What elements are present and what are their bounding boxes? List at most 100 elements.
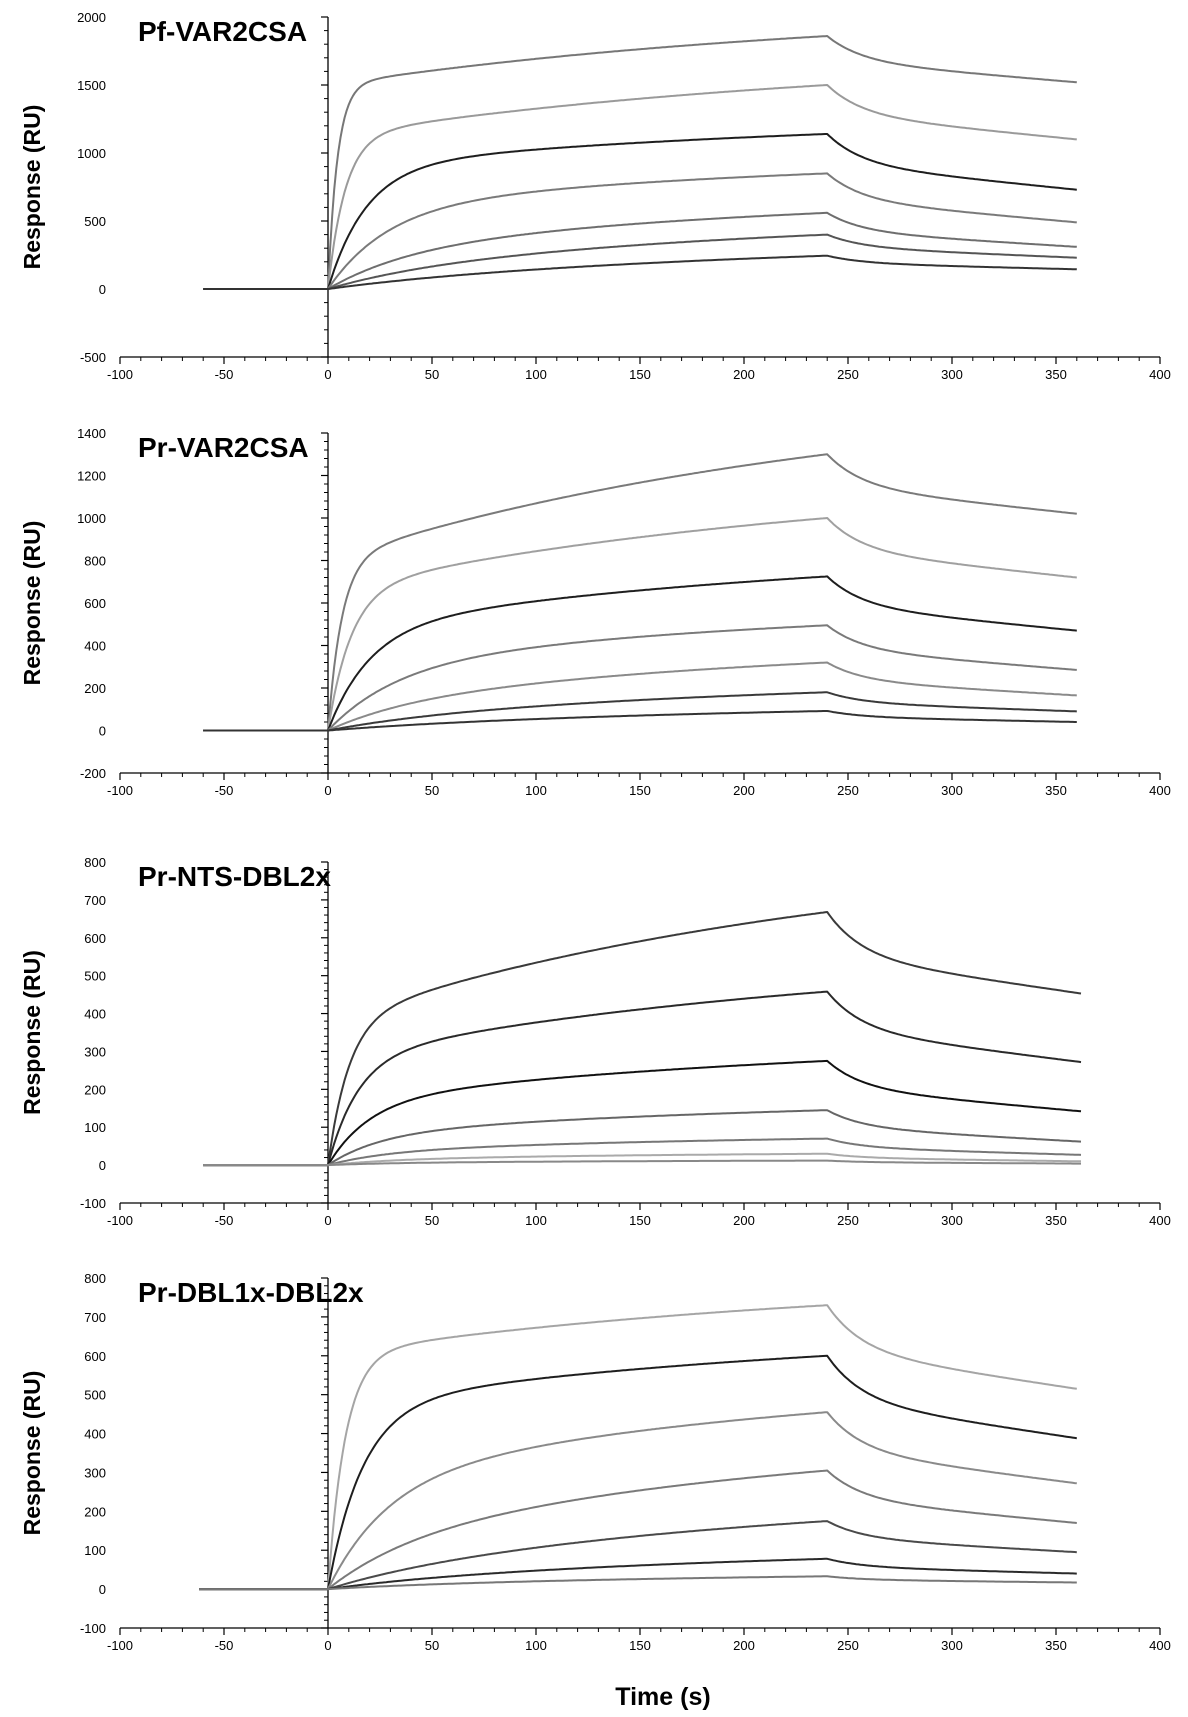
- series-line-5: [203, 211, 1077, 290]
- chart-panel-2: -100 -50 0 50 100 150 200 250 300 350 400 -200 0 200 4…: [19, 426, 1171, 798]
- y-tick-label: 800: [84, 1271, 106, 1286]
- chart-panel-1: -100 -50 0 50 100 150 200 250 300 350 400-50005001…: [19, 10, 1171, 382]
- y-tick-label: 200: [84, 681, 106, 696]
- x-tick-label: 400: [1149, 1213, 1171, 1228]
- x-tick-label: 250: [837, 1638, 859, 1653]
- y-tick-label: 400: [84, 639, 106, 654]
- x-tick-label: 200: [733, 1213, 755, 1228]
- y-axis-title: Response (RU): [19, 105, 45, 270]
- x-tick-label: 300: [941, 783, 963, 798]
- y-tick-label: -100: [80, 1196, 106, 1211]
- x-tick-label: 200: [733, 783, 755, 798]
- y-tick-label: 200: [84, 1082, 106, 1097]
- y-tick-label: 500: [84, 1388, 106, 1403]
- series-line-1: [203, 453, 1077, 732]
- x-tick-label: 0: [324, 783, 331, 798]
- panel-title: Pr-NTS-DBL2x: [138, 861, 331, 892]
- x-tick-label: -50: [215, 1638, 234, 1653]
- x-tick-label: 50: [425, 367, 439, 382]
- x-tick-label: 50: [425, 1638, 439, 1653]
- series-line-6: [203, 1152, 1081, 1167]
- series-line-6: [203, 691, 1077, 732]
- y-tick-label: 1500: [77, 78, 106, 93]
- series-line-3: [203, 1059, 1082, 1167]
- x-tick-label: -50: [215, 367, 234, 382]
- y-tick-label: -200: [80, 766, 106, 781]
- x-tick-label: 50: [425, 1213, 439, 1228]
- y-tick-label: 800: [84, 554, 106, 569]
- series-line-4: [199, 1469, 1077, 1591]
- series-line-7: [203, 710, 1077, 732]
- series-line-4: [203, 172, 1077, 290]
- y-tick-label: 700: [84, 1310, 106, 1325]
- y-tick-label: 200: [84, 1504, 106, 1519]
- y-tick-label: 0: [99, 724, 106, 739]
- x-tick-label: 350: [1045, 1638, 1067, 1653]
- x-tick-label: -50: [215, 783, 234, 798]
- x-tick-label: 150: [629, 367, 651, 382]
- y-tick-label: 600: [84, 596, 106, 611]
- y-tick-label: 100: [84, 1543, 106, 1558]
- series-line-2: [203, 517, 1077, 732]
- series-line-2: [199, 1354, 1077, 1591]
- x-tick-label: 300: [941, 1638, 963, 1653]
- y-tick-label: 300: [84, 1044, 106, 1059]
- x-tick-label: 300: [941, 367, 963, 382]
- x-tick-label: 150: [629, 1213, 651, 1228]
- series-line-7: [203, 254, 1077, 290]
- x-tick-label: 400: [1149, 367, 1171, 382]
- x-tick-label: -50: [215, 1213, 234, 1228]
- series-line-6: [199, 1557, 1077, 1591]
- series-line-1: [203, 911, 1082, 1167]
- series-line-3: [203, 575, 1077, 732]
- y-tick-label: -100: [80, 1621, 106, 1636]
- y-tick-label: 300: [84, 1465, 106, 1480]
- y-tick-label: 1400: [77, 426, 106, 441]
- series-line-7: [203, 1159, 1081, 1167]
- series-line-1: [203, 35, 1077, 290]
- x-tick-label: 0: [324, 1638, 331, 1653]
- y-tick-label: 0: [99, 1158, 106, 1173]
- y-tick-label: 400: [84, 1007, 106, 1022]
- x-tick-label: 250: [837, 783, 859, 798]
- y-tick-label: 0: [99, 1582, 106, 1597]
- chart-panel-4: -100 -50 0 50 100 150 200 250 300 350 400 -100 0 100 2…: [19, 1271, 1171, 1653]
- panel-title: Pr-DBL1x-DBL2x: [138, 1277, 364, 1308]
- x-tick-label: 400: [1149, 1638, 1171, 1653]
- series-line-6: [203, 233, 1077, 290]
- y-tick-label: -500: [80, 350, 106, 365]
- series-line-3: [203, 133, 1077, 290]
- x-tick-label: -100: [107, 783, 133, 798]
- x-tick-label: 350: [1045, 1213, 1067, 1228]
- y-tick-label: 2000: [77, 10, 106, 25]
- y-tick-label: 700: [84, 893, 106, 908]
- y-tick-label: 1200: [77, 469, 106, 484]
- x-tick-label: 250: [837, 1213, 859, 1228]
- x-tick-label: 100: [525, 1213, 547, 1228]
- x-tick-label: 150: [629, 1638, 651, 1653]
- x-tick-label: -100: [107, 367, 133, 382]
- x-tick-label: 100: [525, 1638, 547, 1653]
- x-tick-label: 100: [525, 783, 547, 798]
- y-tick-label: 100: [84, 1120, 106, 1135]
- panel-title: Pr-VAR2CSA: [138, 432, 309, 463]
- series-line-1: [199, 1304, 1077, 1591]
- x-tick-label: 250: [837, 367, 859, 382]
- chart-panel-3: -100 -50 0 50 100 150 200 250 300 350 400 -100 0 100 2…: [19, 855, 1171, 1228]
- x-tick-label: 200: [733, 367, 755, 382]
- x-tick-label: 300: [941, 1213, 963, 1228]
- y-tick-label: 1000: [77, 146, 106, 161]
- y-tick-label: 500: [84, 214, 106, 229]
- x-tick-label: 100: [525, 367, 547, 382]
- y-tick-label: 600: [84, 1349, 106, 1364]
- x-tick-label: 0: [324, 367, 331, 382]
- y-tick-label: 400: [84, 1427, 106, 1442]
- x-tick-label: -100: [107, 1638, 133, 1653]
- x-tick-label: 0: [324, 1213, 331, 1228]
- x-tick-label: 50: [425, 783, 439, 798]
- y-tick-label: 500: [84, 969, 106, 984]
- x-tick-label: 200: [733, 1638, 755, 1653]
- y-axis-title: Response (RU): [19, 521, 45, 686]
- series-line-3: [199, 1411, 1077, 1591]
